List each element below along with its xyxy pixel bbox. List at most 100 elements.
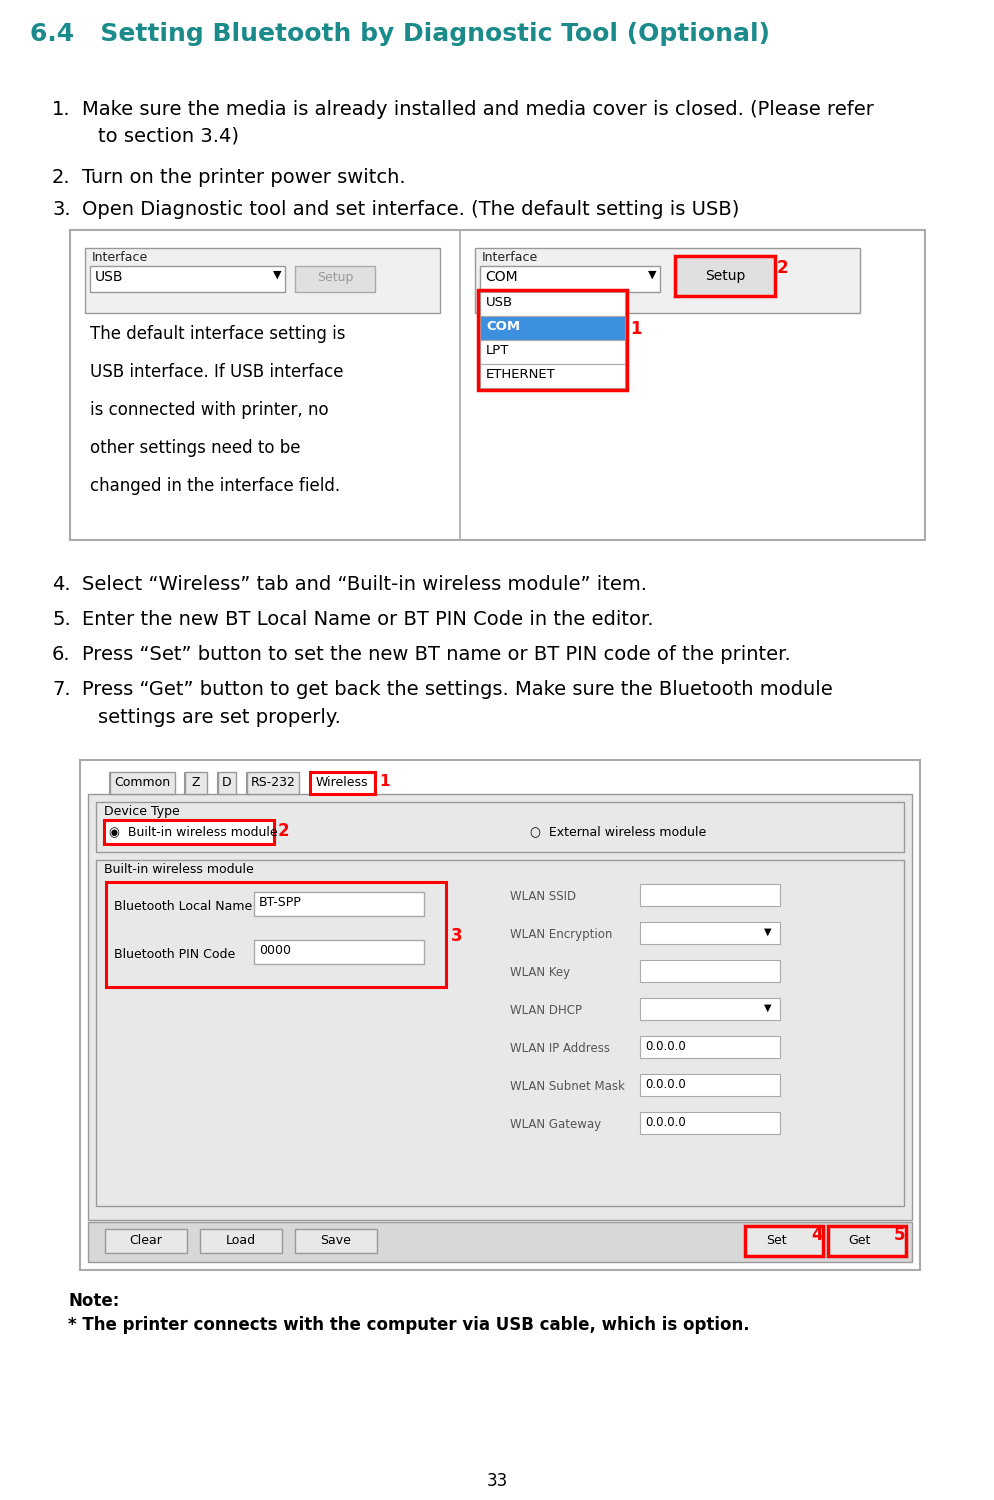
Bar	[639, 1112, 779, 1134]
Text: 5.: 5.	[52, 610, 71, 628]
Text: 4: 4	[810, 1226, 822, 1244]
Bar	[479, 292, 624, 316]
Text: changed in the interface field.: changed in the interface field.	[89, 477, 340, 495]
Text: Enter the new BT Local Name or BT PIN Code in the editor.: Enter the new BT Local Name or BT PIN Co…	[82, 610, 653, 628]
Bar	[479, 364, 624, 388]
Bar	[310, 772, 375, 794]
Bar	[106, 882, 445, 987]
Bar	[479, 316, 624, 340]
Text: Clear: Clear	[129, 1234, 162, 1248]
Text: Open Diagnostic tool and set interface. (The default setting is USB): Open Diagnostic tool and set interface. …	[82, 200, 739, 219]
Bar	[674, 256, 774, 296]
Text: 1: 1	[629, 320, 641, 338]
Bar	[95, 859, 904, 1206]
Bar	[294, 1228, 377, 1252]
Text: 33: 33	[486, 1472, 507, 1490]
Text: * The printer connects with the computer via USB cable, which is option.: * The printer connects with the computer…	[68, 1316, 748, 1334]
Text: BT-SPP: BT-SPP	[258, 897, 301, 909]
Bar	[639, 960, 779, 982]
Bar	[110, 772, 175, 794]
Text: Device Type: Device Type	[104, 806, 180, 818]
Text: settings are set properly.: settings are set properly.	[97, 708, 341, 728]
Bar	[70, 230, 924, 540]
Text: 0.0.0.0: 0.0.0.0	[644, 1116, 685, 1128]
Text: WLAN Subnet Mask: WLAN Subnet Mask	[510, 1080, 624, 1094]
Text: ETHERNET: ETHERNET	[485, 368, 556, 381]
Text: COM: COM	[484, 270, 517, 284]
Text: Make sure the media is already installed and media cover is closed. (Please refe: Make sure the media is already installed…	[82, 100, 873, 118]
Text: COM: COM	[485, 320, 520, 333]
Text: Built-in wireless module: Built-in wireless module	[104, 862, 253, 876]
Text: Common: Common	[114, 777, 170, 789]
Text: WLAN DHCP: WLAN DHCP	[510, 1004, 581, 1017]
Text: Interface: Interface	[91, 251, 148, 264]
Text: 7.: 7.	[52, 680, 71, 699]
Text: D: D	[222, 777, 232, 789]
Text: WLAN Encryption: WLAN Encryption	[510, 928, 611, 940]
Bar	[639, 884, 779, 906]
Text: to section 3.4): to section 3.4)	[97, 126, 239, 146]
Bar	[105, 1228, 187, 1252]
Text: Wireless: Wireless	[315, 777, 368, 789]
Bar	[185, 772, 207, 794]
Text: 1.: 1.	[52, 100, 71, 118]
Text: Turn on the printer power switch.: Turn on the printer power switch.	[82, 168, 406, 188]
Bar	[80, 760, 919, 1270]
Bar	[87, 794, 911, 1220]
Text: ▼: ▼	[763, 1004, 770, 1013]
Bar	[745, 1226, 822, 1256]
Text: 0000: 0000	[258, 945, 290, 957]
Bar	[89, 266, 284, 292]
Text: Set: Set	[765, 1233, 785, 1246]
Text: Bluetooth Local Name: Bluetooth Local Name	[114, 900, 252, 914]
Text: ◉  Built-in wireless module: ◉ Built-in wireless module	[109, 825, 277, 839]
Text: ○  External wireless module: ○ External wireless module	[530, 825, 706, 839]
Text: LPT: LPT	[485, 344, 509, 357]
Bar	[84, 248, 439, 314]
Text: 3: 3	[450, 927, 462, 945]
Bar	[479, 340, 624, 364]
Bar	[87, 1222, 911, 1262]
Bar	[639, 1074, 779, 1096]
Text: 5: 5	[893, 1226, 905, 1244]
Text: other settings need to be: other settings need to be	[89, 440, 300, 458]
Bar	[95, 802, 904, 852]
Text: 1: 1	[379, 774, 389, 789]
Text: Bluetooth PIN Code: Bluetooth PIN Code	[114, 948, 235, 962]
Text: Interface: Interface	[481, 251, 538, 264]
Text: Setup: Setup	[704, 268, 745, 284]
Text: Load: Load	[226, 1234, 255, 1248]
Text: USB: USB	[94, 270, 123, 284]
Text: 0.0.0.0: 0.0.0.0	[644, 1040, 685, 1053]
Text: Setup: Setup	[316, 272, 353, 285]
Text: is connected with printer, no: is connected with printer, no	[89, 400, 328, 418]
Bar	[253, 892, 423, 916]
Text: WLAN SSID: WLAN SSID	[510, 890, 576, 903]
Text: WLAN Key: WLAN Key	[510, 966, 570, 980]
Text: WLAN Gateway: WLAN Gateway	[510, 1118, 600, 1131]
Bar	[477, 290, 626, 390]
Bar	[479, 266, 659, 292]
Text: USB interface. If USB interface: USB interface. If USB interface	[89, 363, 343, 381]
Bar	[218, 772, 236, 794]
Text: Save: Save	[320, 1234, 351, 1248]
Text: ▼: ▼	[272, 270, 281, 280]
Text: Press “Set” button to set the new BT name or BT PIN code of the printer.: Press “Set” button to set the new BT nam…	[82, 645, 790, 664]
Text: Get: Get	[847, 1233, 870, 1246]
Bar	[639, 998, 779, 1020]
Text: Z: Z	[192, 777, 200, 789]
Text: WLAN IP Address: WLAN IP Address	[510, 1042, 609, 1054]
Text: 6.4   Setting Bluetooth by Diagnostic Tool (Optional): 6.4 Setting Bluetooth by Diagnostic Tool…	[30, 22, 769, 46]
Text: Note:: Note:	[68, 1292, 119, 1310]
Text: ▼: ▼	[647, 270, 656, 280]
Text: 6.: 6.	[52, 645, 71, 664]
Bar	[104, 821, 273, 844]
Text: USB: USB	[485, 296, 513, 309]
Text: Press “Get” button to get back the settings. Make sure the Bluetooth module: Press “Get” button to get back the setti…	[82, 680, 832, 699]
Bar	[639, 1036, 779, 1058]
Text: Select “Wireless” tab and “Built-in wireless module” item.: Select “Wireless” tab and “Built-in wire…	[82, 574, 646, 594]
Bar	[200, 1228, 281, 1252]
Bar	[253, 940, 423, 964]
Text: 3.: 3.	[52, 200, 71, 219]
Text: 2: 2	[277, 822, 289, 840]
